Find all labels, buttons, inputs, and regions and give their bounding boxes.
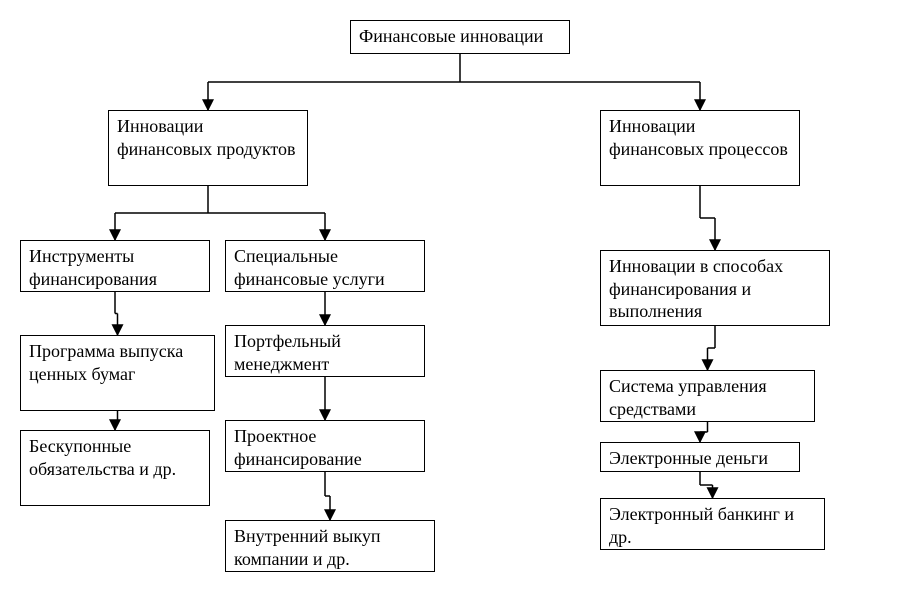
node-label: Электронные деньги xyxy=(609,448,768,468)
node-innsp: Инновации в способах финансирования и вы… xyxy=(600,250,830,326)
node-port: Портфельный менеджмент xyxy=(225,325,425,377)
node-label: Инновации в способах финансирования и вы… xyxy=(609,256,783,321)
node-root: Финансовые инновации xyxy=(350,20,570,54)
node-prod: Инновации финансовых продуктов xyxy=(108,110,308,186)
node-label: Специальные финансовые услуги xyxy=(234,246,385,289)
node-ebank: Электронный банкинг и др. xyxy=(600,498,825,550)
node-label: Инновации финансовых процессов xyxy=(609,116,788,159)
node-eden: Электронные деньги xyxy=(600,442,800,472)
node-label: Внутренний выкуп компании и др. xyxy=(234,526,380,569)
node-label: Электронный банкинг и др. xyxy=(609,504,794,547)
node-sys: Система управления средствами xyxy=(600,370,815,422)
node-vnut: Внутренний выкуп компании и др. xyxy=(225,520,435,572)
node-label: Инструменты финансирования xyxy=(29,246,157,289)
diagram-canvas: Финансовые инновации Инновации финансовы… xyxy=(0,0,900,605)
node-label: Программа выпуска ценных бумаг xyxy=(29,341,183,384)
node-spec: Специальные финансовые услуги xyxy=(225,240,425,292)
node-proc: Инновации финансовых процессов xyxy=(600,110,800,186)
node-label: Проектное финансирование xyxy=(234,426,362,469)
node-label: Инновации финансовых продуктов xyxy=(117,116,296,159)
node-label: Финансовые инновации xyxy=(359,26,543,46)
node-label: Бескупонные обязательства и др. xyxy=(29,436,176,479)
node-label: Портфельный менеджмент xyxy=(234,331,341,374)
node-besk: Бескупонные обязательства и др. xyxy=(20,430,210,506)
node-proj: Проектное финансирование xyxy=(225,420,425,472)
node-label: Система управления средствами xyxy=(609,376,767,419)
node-prog: Программа выпуска ценных бумаг xyxy=(20,335,215,411)
node-instr: Инструменты финансирования xyxy=(20,240,210,292)
